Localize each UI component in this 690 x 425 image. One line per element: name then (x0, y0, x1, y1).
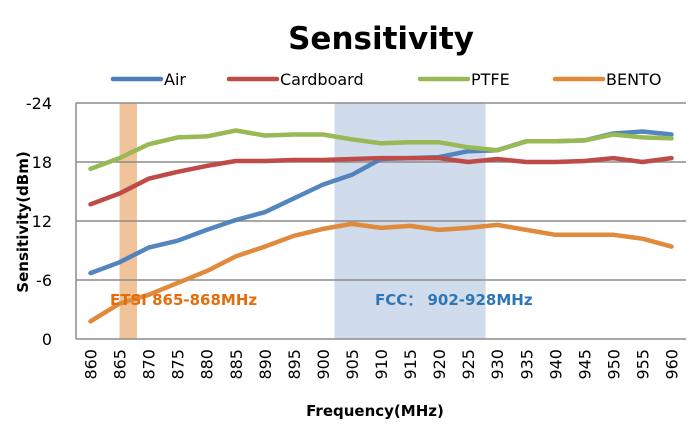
legend-label: PTFE (471, 70, 510, 89)
y-axis-ticks: -24 18 12 -6 0 (26, 94, 52, 349)
x-tick-label: 945 (575, 349, 594, 380)
x-axis-title: Frequency(MHz) (306, 402, 444, 420)
x-tick-label: 900 (314, 349, 333, 380)
x-tick-label: 935 (517, 349, 536, 380)
x-tick-label: 950 (604, 349, 623, 380)
chart-title: Sensitivity (288, 21, 474, 57)
x-tick-label: 910 (372, 349, 391, 380)
x-tick-label: 930 (488, 349, 507, 380)
series-line-ptfe (88, 128, 674, 172)
legend-label: BENTO (606, 70, 661, 89)
gridlines (75, 102, 686, 340)
x-tick-label: 895 (285, 349, 304, 380)
y-axis-title: Sensitivity(dBm) (14, 151, 32, 292)
band-label: ETSI 865-868MHz (110, 291, 257, 309)
band-annotations: ETSI 865-868MHz FCC： 902-928MHz (110, 291, 533, 309)
y-tick-label: 12 (32, 212, 52, 231)
x-tick-label: 860 (82, 349, 101, 380)
series-lines (88, 128, 674, 324)
x-tick-label: 960 (663, 349, 682, 380)
x-tick-label: 885 (227, 349, 246, 380)
series-line-bento (88, 221, 674, 324)
x-tick-label: 870 (140, 349, 159, 380)
band-label: FCC： 902-928MHz (375, 291, 533, 309)
legend-label: Cardboard (280, 70, 364, 89)
x-tick-label: 940 (546, 349, 565, 380)
x-tick-label: 915 (401, 349, 420, 380)
x-axis-ticks: 860 865 870 875 880 885 890 895 900 905 910 915 920 9… (82, 349, 682, 380)
x-tick-label: 920 (430, 349, 449, 380)
y-tick-label: -24 (26, 94, 52, 113)
series-line-cardboard (88, 155, 674, 207)
x-tick-label: 865 (111, 349, 130, 380)
x-tick-label: 905 (343, 349, 362, 380)
x-tick-label: 880 (198, 349, 217, 380)
y-tick-label: 18 (32, 153, 52, 172)
x-tick-label: 875 (169, 349, 188, 380)
y-tick-label: -6 (36, 271, 52, 290)
y-tick-label: 0 (42, 330, 52, 349)
x-tick-label: 890 (256, 349, 275, 380)
legend-label: Air (164, 70, 186, 89)
x-tick-label: 955 (634, 349, 653, 380)
x-tick-label: 925 (459, 349, 478, 380)
legend: Air Cardboard PTFE BENTO (110, 70, 661, 89)
